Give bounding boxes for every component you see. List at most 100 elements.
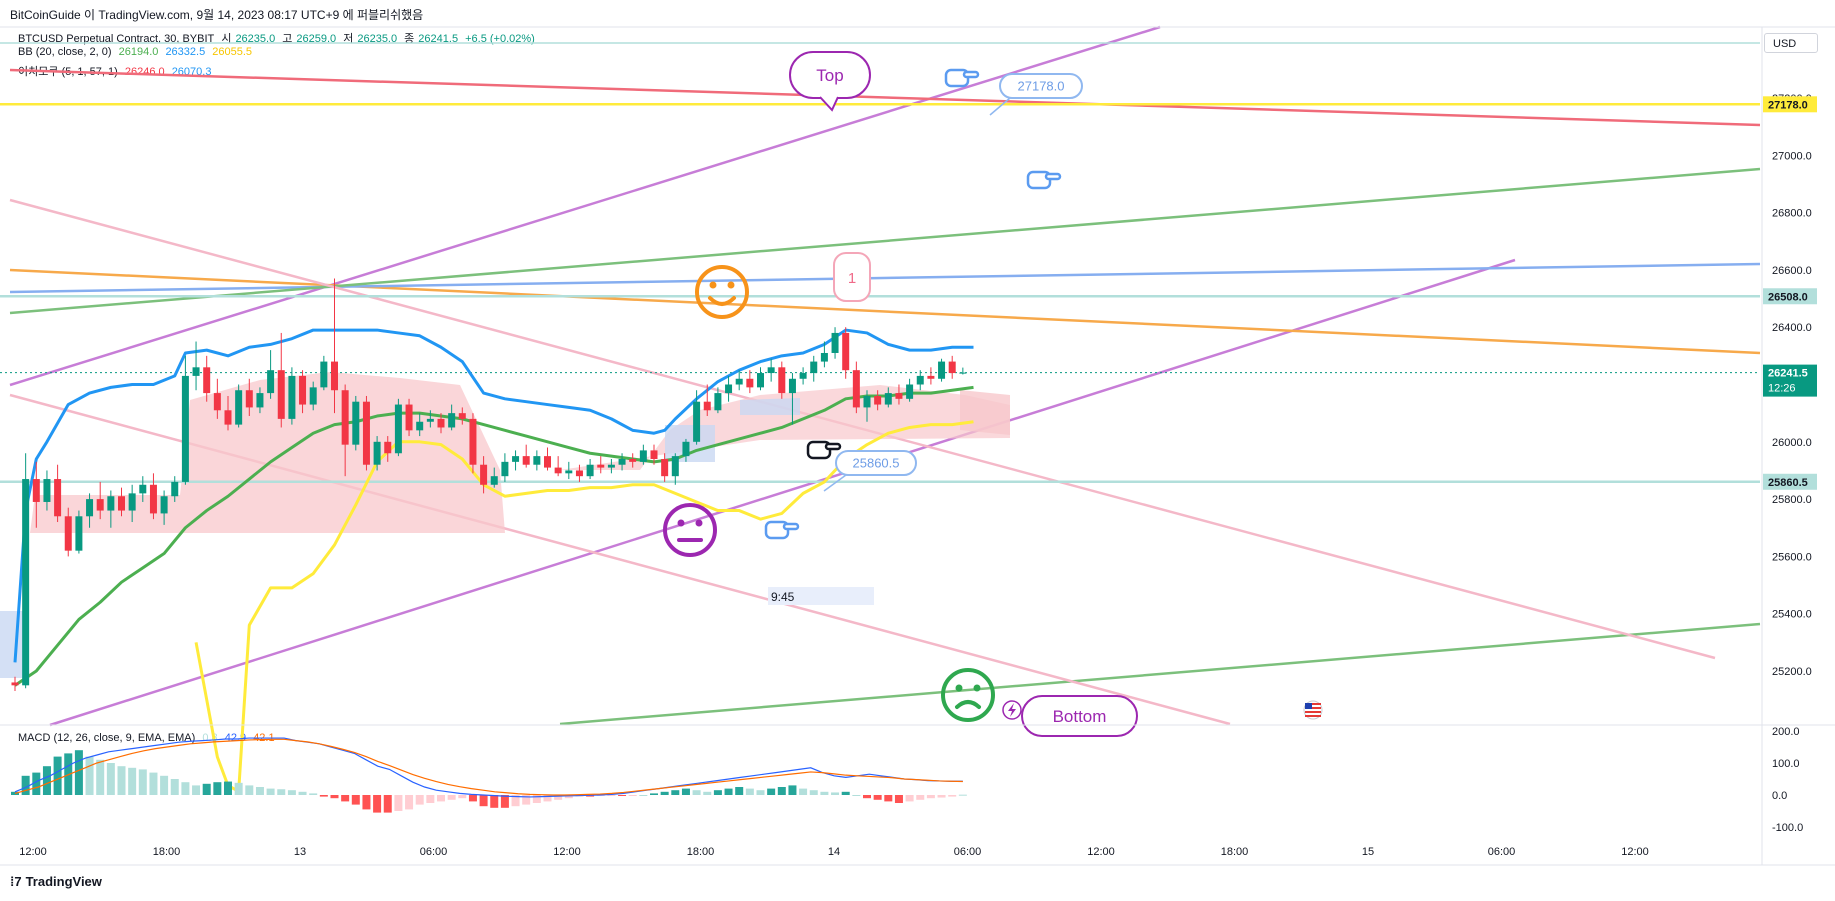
x-tick-label: 06:00: [1488, 846, 1516, 858]
candle-body: [597, 464, 605, 468]
publish-info: BitCoinGuide 이 TradingView.com, 9월 14, 2…: [10, 8, 424, 22]
candle-body: [778, 367, 786, 394]
candle-50: [544, 447, 551, 471]
trend-line-blue: [9, 262, 1761, 294]
candle-body: [362, 401, 370, 465]
candle-87: [938, 358, 946, 382]
candle-32: [352, 395, 360, 451]
x-tick-label: 15: [1362, 846, 1374, 858]
macd-bar-69: [745, 788, 754, 795]
symbol-name: BTCUSD Perpetual Contract, 30, BYBIT: [18, 33, 215, 45]
macd-bar-57: [618, 795, 627, 796]
candle-body: [171, 481, 179, 497]
us-flag-stripe: [1305, 711, 1321, 713]
candle-88: [948, 355, 956, 379]
candle-2: [32, 461, 40, 528]
macd-bar-78: [841, 791, 850, 795]
annotations: Top Bottom 27178.0 25860.5 1 9:45: [663, 51, 1323, 737]
x-tick-label: 18:00: [687, 846, 715, 858]
macd-bar-42: [458, 795, 467, 799]
time-label-bg: [768, 587, 874, 605]
macd-bar-32: [351, 795, 360, 805]
candle-6: [75, 510, 83, 554]
trend-line-purple-lower: [49, 258, 1516, 727]
candle-85: [916, 370, 924, 391]
x-tick-label: 06:00: [420, 846, 448, 858]
tradingview-logo[interactable]: ⁞7 TradingView: [10, 874, 102, 889]
candle-10: [118, 487, 125, 517]
candle-body: [75, 516, 83, 551]
y-tick-label: 25600.0: [1772, 551, 1812, 563]
macd-bar-80: [863, 795, 871, 799]
time-axis[interactable]: 12:00 18:00 13 06:00 12:00 18:00 14 06:00 12:00 1…: [0, 846, 1835, 866]
macd-bar-39: [426, 795, 435, 803]
bottom-callout-shape: [1021, 695, 1138, 737]
x-tick-label: 12:00: [19, 846, 47, 858]
candle-23: [256, 387, 264, 414]
candle-body: [139, 484, 147, 494]
change-value: +6.5 (+0.02%): [465, 33, 535, 45]
bb-upper-line: [13, 328, 974, 663]
bb-legend[interactable]: BB (20, close, 2, 0) 26194.0 26332.5 260…: [18, 46, 256, 58]
macd-bar-85: [916, 795, 925, 800]
candle-body: [810, 361, 818, 374]
candle-36: [394, 398, 402, 457]
candle-body: [107, 496, 115, 511]
candle-body: [884, 393, 892, 405]
candle-body: [490, 476, 498, 485]
open-value: 26235.0: [235, 33, 276, 45]
candle-body: [149, 484, 157, 514]
candle-body: [575, 470, 583, 477]
pointing-hand-icon-3: [764, 520, 800, 540]
macd-signal-line: [14, 738, 963, 796]
macd-bar-16: [181, 782, 190, 795]
macd-bar-68: [735, 787, 744, 795]
currency-selector[interactable]: USD: [1764, 33, 1818, 53]
pointing-hand-icon-1-finger: [1044, 172, 1062, 181]
macd-bar-10: [117, 766, 126, 795]
pointing-hand-icon-1: [1026, 170, 1062, 190]
candle-35: [384, 436, 392, 462]
y-tick-label: 26800.0: [1772, 208, 1812, 220]
price-axis[interactable]: 27200.027000.026800.026600.026400.026200…: [0, 26, 1835, 865]
macd-bar-62: [671, 790, 680, 795]
candle-54: [586, 458, 594, 480]
candle-43: [469, 413, 477, 474]
trend-lines: [9, 25, 1761, 727]
smile-face-icon: [695, 265, 749, 319]
candle-body: [331, 361, 338, 391]
macd-y-tick: 200.0: [1772, 726, 1800, 738]
y-tick-label: 26000.0: [1772, 437, 1812, 449]
macd-bar-52: [564, 795, 573, 799]
candle-body: [224, 410, 232, 425]
low-value: 26235.0: [357, 33, 398, 45]
macd-bar-23: [255, 787, 264, 795]
candle-28: [309, 381, 317, 411]
last-price-tag-countdown: 12:26: [1768, 383, 1796, 395]
candle-78: [842, 327, 850, 379]
macd-bar-61: [660, 791, 669, 795]
macd-bar-89: [958, 794, 967, 796]
candle-body: [693, 401, 701, 442]
candle-body: [639, 450, 647, 462]
ichimoku-cloud: [0, 372, 1010, 678]
neutral-face-icon: [663, 503, 717, 557]
candle-body: [852, 370, 860, 408]
macd-bar-6: [74, 750, 83, 795]
candle-body: [544, 456, 551, 468]
candle-body: [373, 441, 381, 465]
macd-bar-30: [330, 795, 339, 799]
candle-9: [107, 490, 115, 528]
x-tick-label: 14: [828, 846, 840, 858]
bb-basis-value: 26194.0: [118, 46, 159, 58]
macd-bar-83: [894, 795, 903, 803]
candle-4: [54, 464, 62, 523]
candle-34: [373, 436, 381, 471]
candle-8: [96, 481, 104, 520]
candle-72: [778, 361, 786, 399]
trend-line-orange: [9, 268, 1761, 355]
candle-30: [331, 278, 338, 414]
candle-39: [426, 410, 434, 428]
tv-logo-icon: ⁞7: [10, 874, 22, 889]
